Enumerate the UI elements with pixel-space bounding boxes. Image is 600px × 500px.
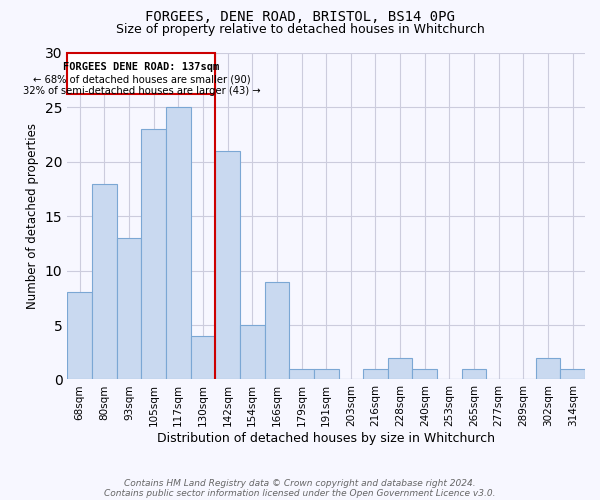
Y-axis label: Number of detached properties: Number of detached properties: [26, 123, 40, 309]
Text: Contains HM Land Registry data © Crown copyright and database right 2024.: Contains HM Land Registry data © Crown c…: [124, 478, 476, 488]
Bar: [166, 108, 191, 380]
Bar: [560, 368, 585, 380]
Bar: [363, 368, 388, 380]
Text: 32% of semi-detached houses are larger (43) →: 32% of semi-detached houses are larger (…: [23, 86, 260, 96]
Bar: [412, 368, 437, 380]
Text: ← 68% of detached houses are smaller (90): ← 68% of detached houses are smaller (90…: [32, 75, 250, 85]
Bar: [314, 368, 338, 380]
Bar: [142, 129, 166, 380]
Bar: [67, 53, 215, 94]
Bar: [462, 368, 487, 380]
Bar: [215, 151, 240, 380]
Bar: [388, 358, 412, 380]
Text: FORGEES DENE ROAD: 137sqm: FORGEES DENE ROAD: 137sqm: [63, 62, 220, 72]
Text: Contains public sector information licensed under the Open Government Licence v3: Contains public sector information licen…: [104, 488, 496, 498]
Bar: [67, 292, 92, 380]
Bar: [191, 336, 215, 380]
Bar: [116, 238, 142, 380]
X-axis label: Distribution of detached houses by size in Whitchurch: Distribution of detached houses by size …: [157, 432, 495, 445]
Bar: [265, 282, 289, 380]
Bar: [536, 358, 560, 380]
Bar: [92, 184, 116, 380]
Text: Size of property relative to detached houses in Whitchurch: Size of property relative to detached ho…: [116, 22, 484, 36]
Bar: [240, 325, 265, 380]
Text: FORGEES, DENE ROAD, BRISTOL, BS14 0PG: FORGEES, DENE ROAD, BRISTOL, BS14 0PG: [145, 10, 455, 24]
Bar: [289, 368, 314, 380]
